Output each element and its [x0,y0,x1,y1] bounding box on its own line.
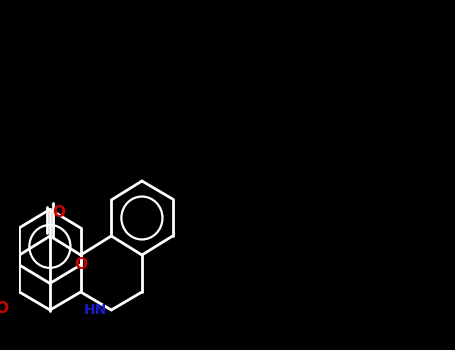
Text: O: O [52,205,65,220]
Text: HN: HN [84,303,107,317]
Text: O: O [0,301,9,316]
Text: O: O [74,257,87,272]
